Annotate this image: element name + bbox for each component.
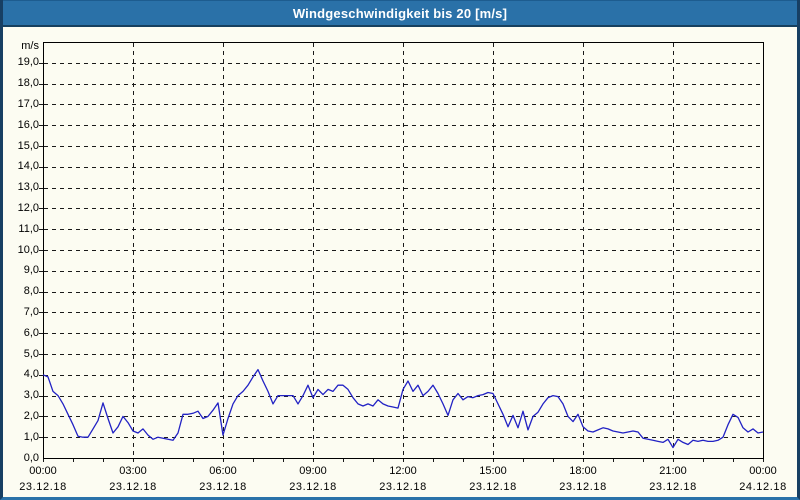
- y-axis-label: 15,0: [17, 139, 39, 152]
- y-axis-label: 1,0: [23, 430, 39, 443]
- y-axis-label: 9,0: [23, 264, 39, 277]
- wind-chart-svg: [39, 42, 764, 462]
- y-axis-label: 14,0: [17, 160, 39, 173]
- y-axis-label: 7,0: [23, 305, 39, 318]
- x-axis-time-label: 12:00: [389, 465, 417, 477]
- y-axis-label: 3,0: [23, 389, 39, 402]
- x-axis-time-label: 03:00: [119, 465, 147, 477]
- y-axis-label: 8,0: [23, 285, 39, 298]
- y-axis-label: 17,0: [17, 97, 39, 110]
- x-axis-time-label: 21:00: [659, 465, 687, 477]
- y-axis-label: 11,0: [18, 222, 39, 235]
- x-axis-time-label: 00:00: [29, 465, 57, 477]
- title-bar: Windgeschwindigkeit bis 20 [m/s]: [3, 0, 797, 27]
- x-axis-date-label: 23.12.18: [199, 481, 247, 493]
- y-axis-label: 5,0: [23, 347, 39, 360]
- y-axis-label: 4,0: [23, 368, 39, 381]
- y-axis-label: 6,0: [23, 326, 39, 339]
- y-axis-label: 16,0: [17, 118, 39, 131]
- y-axis-label: 18,0: [17, 77, 39, 90]
- y-axis-label: 2,0: [23, 409, 39, 422]
- y-axis-label: 10,0: [17, 243, 39, 256]
- y-axis-unit-label: m/s: [21, 40, 39, 52]
- x-axis-time-label: 06:00: [209, 465, 237, 477]
- y-axis-label: 0,0: [23, 451, 39, 464]
- y-axis-label: 12,0: [17, 201, 39, 214]
- y-axis-label: 19,0: [17, 56, 39, 69]
- x-axis-date-label: 23.12.18: [289, 481, 337, 493]
- x-axis-time-label: 00:00: [749, 465, 777, 477]
- x-axis-date-label: 23.12.18: [379, 481, 427, 493]
- x-axis-date-label: 23.12.18: [19, 481, 67, 493]
- wind-speed-line: [42, 368, 764, 449]
- x-axis-date-label: 23.12.18: [469, 481, 517, 493]
- x-axis-time-label: 15:00: [479, 465, 507, 477]
- x-axis-time-label: 18:00: [569, 465, 597, 477]
- x-axis-date-label: 24.12.18: [739, 481, 787, 493]
- x-axis-time-label: 09:00: [299, 465, 327, 477]
- x-axis-date-label: 23.12.18: [649, 481, 697, 493]
- x-axis-date-label: 23.12.18: [559, 481, 607, 493]
- y-axis-label: 13,0: [17, 181, 39, 194]
- plot-border: [43, 42, 764, 459]
- chart-content: m/s 0,0 1,0 2,0 3,0 4,0 5,0 6,0 7,0 8,0 9,0 10,0 11…: [3, 27, 797, 497]
- window-title: Windgeschwindigkeit bis 20 [m/s]: [292, 5, 508, 21]
- x-axis-date-label: 23.12.18: [109, 481, 157, 493]
